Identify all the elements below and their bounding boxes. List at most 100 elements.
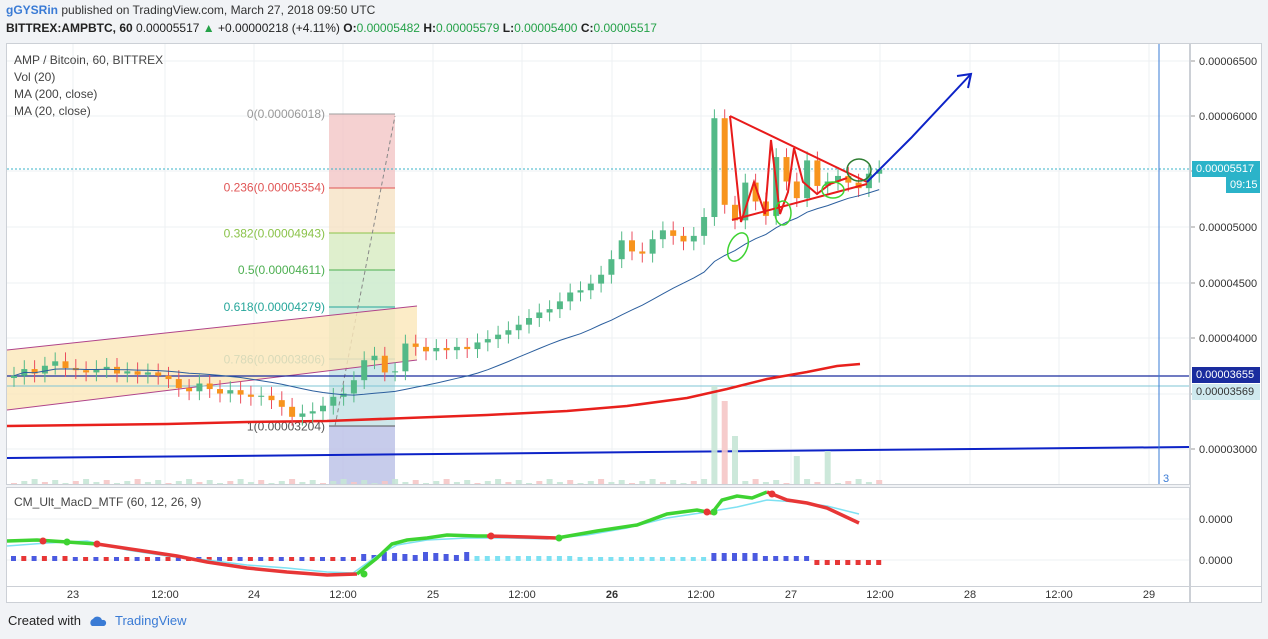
candle xyxy=(515,315,522,340)
last-price: 0.00005517 xyxy=(136,21,200,35)
ohlc-line: BITTREX:AMPBTC, 60 0.00005517 ▲ +0.00000… xyxy=(6,21,657,35)
histogram-bar xyxy=(320,557,325,561)
volume-bar xyxy=(247,482,254,484)
candle xyxy=(52,352,59,375)
histogram-bar xyxy=(72,557,78,561)
fib-trend-line xyxy=(334,115,396,427)
histogram-bar xyxy=(876,560,882,565)
macd-chart[interactable] xyxy=(7,488,1190,587)
histogram-bar xyxy=(41,556,47,561)
volume-bar xyxy=(876,480,883,484)
chart-title[interactable]: AMP / Bitcoin, 60, BITTREX xyxy=(14,53,164,67)
highlight-ellipse-1[interactable] xyxy=(724,230,753,265)
candle xyxy=(536,303,543,327)
candle xyxy=(443,339,450,360)
volume-bar xyxy=(453,482,460,484)
fib-label-3: 0.5(0.00004611) xyxy=(238,263,325,277)
candle xyxy=(783,148,790,191)
candle xyxy=(608,250,615,284)
horizontal-line-label-2: 0.00003569 xyxy=(1192,384,1260,400)
publisher-line: gGYSRin published on TradingView.com, Ma… xyxy=(6,3,375,17)
ascending-channel[interactable] xyxy=(7,306,417,410)
y-tick-label: 0.00003000 xyxy=(1199,444,1257,456)
time-axis[interactable]: 23 12:00 24 12:00 25 12:00 26 12:00 27 12:00 28 12:… xyxy=(6,587,1190,603)
volume-bar xyxy=(824,451,831,484)
histogram-bar xyxy=(330,557,336,561)
volume-bar xyxy=(701,479,708,484)
long-trend-line[interactable] xyxy=(7,446,1190,459)
candle xyxy=(412,334,419,356)
fib-zone-1 xyxy=(329,188,395,233)
x-tick-label: 12:00 xyxy=(866,589,894,601)
macd-line-falling xyxy=(96,542,358,577)
publisher-user[interactable]: gGYSRin xyxy=(6,3,59,17)
macd-histogram xyxy=(11,552,882,565)
histogram-bar xyxy=(340,557,346,561)
fibonacci-retracement[interactable]: 0(0.00006018) 0.236(0.00005354) 0.382(0.00… xyxy=(224,107,396,485)
histogram-bar xyxy=(495,556,501,561)
histogram-bar xyxy=(258,557,264,561)
histogram-bar xyxy=(361,554,367,561)
close-value: 0.00005517 xyxy=(593,21,657,35)
price-chart[interactable]: 0(0.00006018) 0.236(0.00005354) 0.382(0.00… xyxy=(7,44,1190,485)
horizontal-line-label-1: 0.00003655 xyxy=(1192,367,1260,383)
volume-bar xyxy=(289,479,296,484)
histogram-bar xyxy=(227,557,233,561)
x-tick-label: 29 xyxy=(1143,589,1155,601)
candle xyxy=(155,363,162,385)
highlight-ellipse-4[interactable] xyxy=(846,158,872,182)
volume-bar xyxy=(505,482,512,484)
volume-bar xyxy=(237,479,244,484)
histogram-bar xyxy=(309,557,315,561)
histogram-bar xyxy=(649,557,655,561)
candle xyxy=(62,352,69,377)
volume-bar xyxy=(670,480,677,484)
candle xyxy=(196,374,203,401)
legend-vol[interactable]: Vol (20) xyxy=(14,70,56,84)
volume-bar xyxy=(814,482,821,484)
histogram-bar xyxy=(464,552,470,561)
volume-bar xyxy=(752,479,759,484)
candle xyxy=(114,357,120,383)
candle xyxy=(124,362,131,383)
histogram-bar xyxy=(289,557,295,561)
price-pane[interactable]: 0(0.00006018) 0.236(0.00005354) 0.382(0.00… xyxy=(6,43,1190,485)
highlight-ellipse-3[interactable] xyxy=(821,181,845,199)
histogram-bar xyxy=(587,557,593,561)
close-label: C: xyxy=(580,21,594,35)
candle xyxy=(371,346,378,370)
candle xyxy=(835,167,841,191)
y-tick-label: 0.00006000 xyxy=(1199,111,1257,123)
tradingview-brand[interactable]: TradingView xyxy=(114,613,187,628)
candle xyxy=(639,242,646,263)
macd-tick-label: 0.0000 xyxy=(1199,514,1233,526)
histogram-bar xyxy=(680,557,686,561)
candle xyxy=(289,397,296,426)
macd-legend[interactable]: CM_Ult_MacD_MTF (60, 12, 26, 9) xyxy=(14,495,202,509)
candle xyxy=(144,363,151,384)
histogram-bar xyxy=(268,557,274,561)
histogram-bar xyxy=(639,557,645,561)
macd-pane[interactable] xyxy=(6,487,1190,587)
volume-bar xyxy=(577,483,584,484)
price-axis[interactable]: 0.000065000.000060000.000055000.00005000… xyxy=(1190,43,1262,587)
volume-bar xyxy=(546,479,553,484)
fib-label-0: 0(0.00006018) xyxy=(247,107,325,121)
candle xyxy=(587,274,594,300)
histogram-bar xyxy=(124,557,130,561)
cloud-icon xyxy=(90,616,107,626)
volume-bar xyxy=(515,480,522,484)
histogram-bar xyxy=(62,556,68,561)
legend-ma200[interactable]: MA (200, close) xyxy=(14,87,98,101)
x-tick-label: 26 xyxy=(606,589,618,601)
legend-ma20[interactable]: MA (20, close) xyxy=(14,104,91,118)
volume-bar xyxy=(175,481,182,484)
candle xyxy=(659,221,666,249)
candle xyxy=(175,370,182,397)
volume-bar xyxy=(474,483,481,484)
projection-arrow[interactable] xyxy=(866,72,973,183)
highlight-ellipse-2[interactable] xyxy=(774,200,792,226)
marker-3: 3 xyxy=(1163,473,1169,485)
volume-bar xyxy=(227,481,234,484)
candle xyxy=(103,357,110,378)
